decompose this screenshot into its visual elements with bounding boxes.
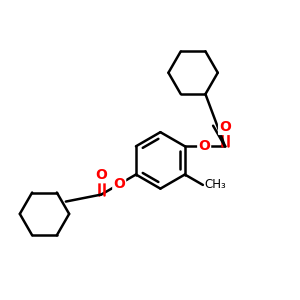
Text: CH₃: CH₃ xyxy=(204,178,226,191)
Text: O: O xyxy=(198,139,210,153)
Text: O: O xyxy=(219,120,231,134)
Text: O: O xyxy=(113,177,125,191)
Text: O: O xyxy=(95,168,107,182)
